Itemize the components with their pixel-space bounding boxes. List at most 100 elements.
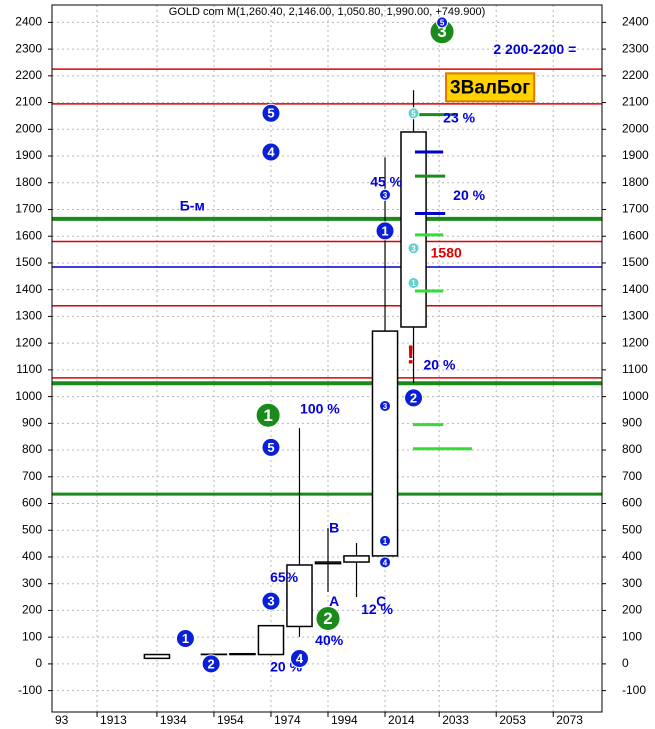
y-tick-label: 100: [22, 629, 42, 643]
x-tick-label: 1974: [274, 713, 301, 727]
annotation: 45 %: [370, 173, 402, 189]
y-tick-label: 300: [22, 576, 42, 590]
y2-tick-label: -100: [622, 683, 646, 697]
y-tick-label: 0: [35, 656, 42, 670]
annotation: B: [329, 520, 339, 536]
wave-marker: [375, 221, 395, 241]
y-tick-label: 1700: [15, 202, 42, 216]
wave-marker-label: 2: [323, 609, 332, 628]
badge-text: 3ВалБог: [450, 77, 530, 98]
y2-tick-label: 400: [622, 549, 642, 563]
wave-marker-label: 4: [267, 144, 275, 159]
y-tick-label: 1400: [15, 282, 42, 296]
y-tick-label: 200: [22, 603, 42, 617]
levels: [52, 68, 602, 496]
candle-body: [143, 653, 171, 660]
annotation: 12 %: [361, 601, 393, 617]
y-tick-label: 1200: [15, 335, 42, 349]
wave-marker-label: 1: [383, 537, 388, 546]
chart-title: GOLD com M(1,260.40, 2,146.00, 1,050.80,…: [169, 6, 485, 18]
wave-marker: [379, 556, 392, 569]
y-tick-label: 700: [22, 469, 42, 483]
wave-marker: [261, 103, 281, 123]
wave-marker-label: 1: [411, 279, 416, 288]
wave-marker: [407, 242, 420, 255]
wave-marker: [436, 16, 449, 29]
annotation: 20 %: [453, 187, 485, 203]
wave-marker: [379, 534, 392, 547]
y2-tick-label: 2000: [622, 121, 649, 135]
wave-marker-label: 5: [411, 109, 416, 118]
y2-tick-label: 900: [622, 415, 642, 429]
wave-marker-label: 3: [411, 244, 416, 253]
annotation: Б-м: [180, 198, 205, 214]
wave-marker: [261, 142, 281, 162]
wave-marker-label: 5: [267, 440, 274, 455]
annotation: A: [329, 593, 339, 609]
x-tick-label: 1934: [160, 713, 187, 727]
candle-body: [371, 330, 399, 557]
x-tick-label: 1913: [100, 713, 127, 727]
annotations: 2 200-2200 = 23 % 45 % 20 % Б-м 1580! 20 % 100 …: [175, 16, 576, 675]
y2-tick-label: 1900: [622, 148, 649, 162]
y-tick-label: 400: [22, 549, 42, 563]
y2-tick-label: 1000: [622, 389, 649, 403]
wave-marker: [315, 605, 341, 631]
annotation: 2 200-2200 =: [493, 41, 576, 57]
y-tick-label: 2100: [15, 95, 42, 109]
wave-marker-label: 1: [381, 223, 388, 238]
candle-body: [286, 564, 313, 628]
wave-marker-label: 1: [263, 406, 272, 425]
y-tick-label: 1500: [15, 255, 42, 269]
plot-frame: [51, 4, 603, 713]
y2-tick-label: 1600: [622, 228, 649, 242]
y-tick-label: 500: [22, 522, 42, 536]
wave-marker: [407, 276, 420, 289]
wave-marker: [379, 399, 392, 412]
annotation: 1580: [431, 244, 462, 260]
y2-tick-label: 2400: [622, 15, 649, 29]
wave-marker-label: 2: [207, 656, 214, 671]
y-tick-label: 2300: [15, 41, 42, 55]
wave-marker-label: 1: [182, 631, 189, 646]
y2-tick-label: 1100: [622, 362, 648, 376]
candle-body: [257, 624, 285, 656]
wave-marker: [407, 107, 420, 120]
annotation: 100 %: [300, 401, 340, 417]
annotation: 23 %: [443, 109, 475, 125]
y2-tick-label: 300: [622, 576, 642, 590]
y2-tick-label: 600: [622, 496, 642, 510]
y2-tick-label: 2200: [622, 68, 649, 82]
y2-tick-label: 1800: [622, 175, 649, 189]
y2-tick-label: 800: [622, 442, 642, 456]
axes: -100 -100 0 0 100 100 200 200 300 300 400 400 500 500…: [15, 15, 649, 728]
candle-body: [400, 131, 427, 328]
wave-marker-label: 2: [410, 390, 417, 405]
y2-tick-label: 2300: [622, 41, 649, 55]
y-tick-label: 600: [22, 496, 42, 510]
x-tick-label: 93: [55, 713, 69, 727]
y2-tick-label: 2100: [622, 95, 649, 109]
wave-marker: [255, 402, 281, 428]
wave-marker: [175, 628, 195, 648]
y-tick-label: 2400: [15, 15, 42, 29]
annotation: 65%: [270, 569, 299, 585]
y2-tick-label: 1300: [622, 309, 649, 323]
wave-marker-label: 3: [383, 402, 388, 411]
wave-marker-label: 4: [383, 558, 388, 567]
annotation: C: [376, 593, 386, 609]
wave-marker-label: 3: [437, 22, 446, 41]
y2-tick-label: 1500: [622, 255, 649, 269]
x-tick-label: 1994: [331, 713, 358, 727]
wave-marker: [379, 188, 392, 201]
x-tick-label: 2014: [388, 713, 415, 727]
y2-tick-label: 1200: [622, 335, 649, 349]
candle-body: [229, 652, 256, 656]
y-tick-label: -100: [18, 683, 42, 697]
wave-marker-label: 5: [440, 18, 445, 27]
y-tick-label: 1800: [15, 175, 42, 189]
wave-marker-label: 3: [267, 594, 274, 609]
badge-box: [445, 72, 536, 103]
wave-marker-label: 3: [383, 191, 388, 200]
